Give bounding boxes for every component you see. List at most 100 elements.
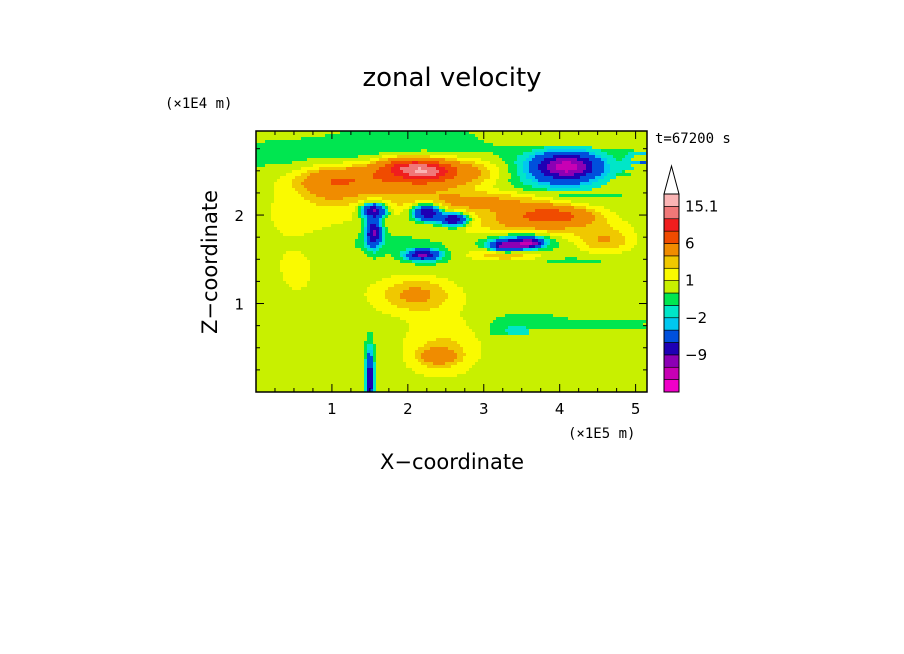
field-cell <box>460 212 463 215</box>
field-cell <box>439 176 454 179</box>
field-cell <box>301 287 367 290</box>
field-cell <box>535 227 565 230</box>
field-cell <box>523 215 574 218</box>
field-cell <box>529 155 535 158</box>
field-cell <box>394 173 409 176</box>
field-cell <box>547 245 559 248</box>
field-cell <box>418 218 421 221</box>
field-cell <box>511 257 535 260</box>
field-cell <box>370 158 379 161</box>
field-cell <box>472 221 481 224</box>
field-cell <box>409 287 421 290</box>
field-cell <box>481 344 502 347</box>
field-cell <box>556 164 577 167</box>
field-cell <box>448 347 463 350</box>
field-cell <box>508 170 517 173</box>
field-cell <box>445 254 451 257</box>
field-cell <box>586 149 601 152</box>
field-cell <box>544 152 589 155</box>
field-cell <box>622 170 625 173</box>
field-cell <box>256 272 283 275</box>
field-cell <box>373 386 376 389</box>
field-cell <box>520 176 526 179</box>
field-cell <box>403 290 430 293</box>
field-cell <box>463 290 541 293</box>
field-cell <box>256 287 292 290</box>
field-cell <box>367 389 370 392</box>
field-cell <box>523 239 532 242</box>
field-cell <box>415 200 433 203</box>
field-cell <box>532 173 544 176</box>
field-cell <box>385 164 394 167</box>
field-cell <box>562 236 580 239</box>
field-cell <box>322 227 361 230</box>
field-cell <box>271 215 352 218</box>
field-cell <box>256 170 292 173</box>
field-cell <box>376 203 379 206</box>
field-cell <box>256 245 355 248</box>
field-cell <box>541 245 544 248</box>
field-cell <box>409 164 427 167</box>
field-cell <box>283 272 310 275</box>
field-cell <box>490 245 496 248</box>
field-cell <box>511 176 520 179</box>
field-cell <box>451 251 469 254</box>
field-cell <box>373 347 376 350</box>
field-cell <box>433 254 439 257</box>
field-cell <box>373 305 397 308</box>
field-cell <box>256 257 283 260</box>
field-cell <box>463 350 481 353</box>
colorbar-label: −9 <box>685 346 707 364</box>
field-cell <box>382 206 385 209</box>
field-cell <box>406 254 412 257</box>
field-cell <box>256 356 364 359</box>
field-cell <box>331 182 349 185</box>
field-cell <box>529 167 538 170</box>
plot-frame <box>255 130 648 393</box>
field-cell <box>421 362 433 365</box>
field-cell <box>376 347 403 350</box>
field-cell <box>364 386 367 389</box>
field-cell <box>256 236 358 239</box>
field-cell <box>400 296 430 299</box>
field-cell <box>457 155 499 158</box>
field-cell <box>379 233 382 236</box>
field-cell <box>466 320 493 323</box>
field-cell <box>256 206 271 209</box>
field-cell <box>367 242 379 245</box>
field-cell <box>490 227 535 230</box>
field-cell <box>382 242 385 245</box>
field-cell <box>256 182 274 185</box>
field-cell <box>283 275 310 278</box>
field-cell <box>406 365 427 368</box>
field-cell <box>505 161 514 164</box>
field-cell <box>550 185 580 188</box>
field-cell <box>385 206 388 209</box>
field-cell <box>625 242 637 245</box>
field-cell <box>505 224 586 227</box>
colorbar-bin <box>663 193 680 207</box>
field-cell <box>457 173 481 176</box>
field-cell <box>421 212 436 215</box>
field-cell <box>256 179 277 182</box>
field-cell <box>577 158 589 161</box>
field-cell <box>355 179 382 182</box>
field-cell <box>256 371 364 374</box>
field-cell <box>538 242 541 245</box>
field-cell <box>607 218 622 221</box>
field-cell <box>256 377 364 380</box>
field-cell <box>433 248 439 251</box>
field-cell <box>373 248 376 251</box>
field-cell <box>535 236 538 239</box>
field-cell <box>595 218 607 221</box>
field-cell <box>502 158 517 161</box>
field-cell <box>466 323 490 326</box>
field-cell <box>436 260 448 263</box>
field-cell <box>256 335 367 338</box>
field-cell <box>373 374 376 377</box>
field-cell <box>505 251 511 254</box>
field-cell <box>385 212 388 215</box>
field-cell <box>391 200 415 203</box>
field-cell <box>583 161 592 164</box>
field-cell <box>376 374 424 377</box>
